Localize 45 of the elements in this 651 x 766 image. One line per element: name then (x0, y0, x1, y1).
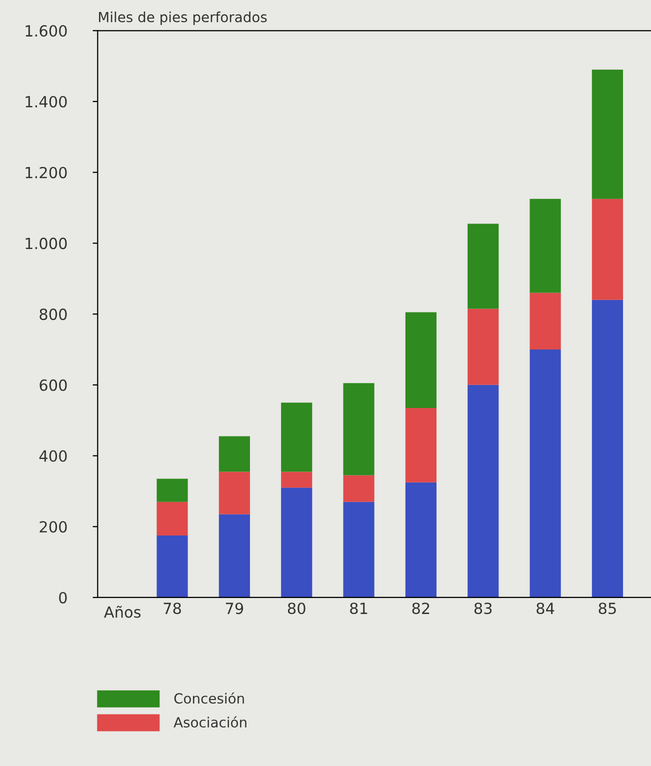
x-tick-label: 82 (412, 602, 430, 614)
y-axis-title: Miles de pies perforados (99, 12, 267, 25)
bar (343, 475, 374, 502)
legend-label: Asociación (174, 716, 246, 728)
y-tick-label: 0 (59, 592, 67, 604)
legend-label: Concesión (174, 692, 244, 704)
bar (592, 300, 624, 598)
bar (343, 383, 374, 476)
y-tick-label: 1.400 (26, 96, 67, 108)
y-tick-label: 800 (40, 308, 67, 320)
bar (343, 502, 374, 598)
bar (281, 402, 312, 472)
y-tick-label: 1.000 (26, 238, 67, 250)
bar (592, 70, 624, 199)
x-tick-label: 78 (164, 602, 181, 614)
bar (468, 308, 499, 385)
x-tick-label: 83 (474, 602, 492, 614)
y-tick-label: 1.600 (26, 25, 67, 37)
bar (218, 436, 250, 472)
x-tick-label: 85 (598, 602, 616, 614)
bar (592, 198, 624, 300)
y-tick-label: 400 (39, 450, 67, 462)
x-tick-label: 81 (350, 602, 368, 614)
bar (218, 472, 250, 514)
bar (530, 292, 561, 350)
x-tick-label: 80 (288, 602, 306, 614)
bar (281, 472, 312, 488)
y-tick-label: 1.200 (26, 166, 67, 178)
x-axis-title: Años (104, 606, 141, 618)
y-tick-label: 200 (40, 521, 67, 533)
bar (156, 502, 188, 536)
bar (530, 349, 561, 598)
bar (156, 478, 188, 502)
bar (405, 482, 436, 598)
bar (468, 224, 499, 309)
bar (156, 535, 188, 598)
y-tick-label: 600 (40, 379, 67, 391)
bar (530, 198, 561, 293)
bar (218, 514, 250, 598)
x-tick-label: 84 (536, 602, 554, 614)
bar (405, 312, 436, 408)
x-tick-label: 79 (226, 602, 244, 614)
bar (405, 408, 436, 482)
bar (281, 488, 312, 598)
bar (468, 384, 499, 598)
